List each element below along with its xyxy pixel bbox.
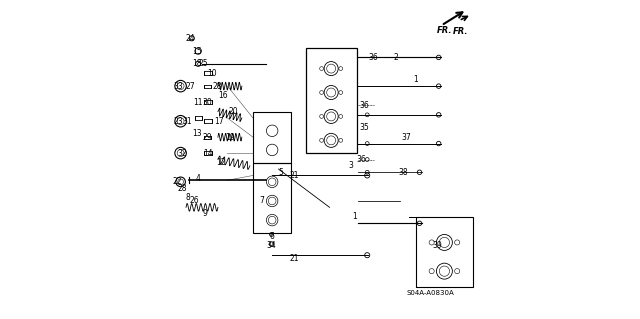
Text: 33: 33 xyxy=(173,82,183,91)
Text: 7: 7 xyxy=(259,197,264,205)
Text: 1: 1 xyxy=(352,212,357,221)
Text: 21: 21 xyxy=(289,254,299,263)
Text: 28: 28 xyxy=(177,184,187,193)
Bar xyxy=(204,151,212,155)
Text: 11: 11 xyxy=(193,98,203,107)
Text: 14: 14 xyxy=(203,149,212,158)
Text: 36: 36 xyxy=(369,53,378,62)
Text: 29: 29 xyxy=(203,133,212,142)
Text: 21: 21 xyxy=(289,171,299,180)
Bar xyxy=(204,71,212,75)
Text: 37: 37 xyxy=(401,133,411,142)
Bar xyxy=(204,85,211,88)
Text: 6: 6 xyxy=(269,232,274,241)
Text: 19: 19 xyxy=(225,133,235,142)
Text: 20: 20 xyxy=(228,107,238,116)
Bar xyxy=(204,136,211,139)
Text: 24: 24 xyxy=(186,34,196,43)
Text: 8: 8 xyxy=(185,193,190,202)
Text: 12: 12 xyxy=(216,158,226,167)
Bar xyxy=(204,119,212,123)
Bar xyxy=(416,217,473,287)
Text: 15: 15 xyxy=(193,47,202,56)
Text: 32: 32 xyxy=(177,149,187,158)
Text: 22: 22 xyxy=(172,177,182,186)
Text: 25: 25 xyxy=(199,59,209,68)
Text: 2: 2 xyxy=(394,53,398,62)
Text: 23: 23 xyxy=(173,117,183,126)
Text: 36: 36 xyxy=(356,155,365,164)
Text: 30: 30 xyxy=(203,98,212,107)
Text: 13: 13 xyxy=(193,130,202,138)
Text: 36: 36 xyxy=(359,101,369,110)
Text: 5: 5 xyxy=(278,168,284,177)
Text: 4: 4 xyxy=(196,174,200,183)
Text: FR.: FR. xyxy=(452,27,468,36)
Bar xyxy=(195,116,202,120)
Text: 27: 27 xyxy=(185,82,195,91)
Text: S04A-A0830A: S04A-A0830A xyxy=(406,291,454,296)
Text: 28: 28 xyxy=(212,82,222,91)
Bar xyxy=(306,48,356,153)
Bar xyxy=(253,112,291,163)
Text: 35: 35 xyxy=(359,123,369,132)
Bar xyxy=(204,100,212,104)
Text: FR.: FR. xyxy=(436,26,452,35)
Text: 18: 18 xyxy=(193,59,202,68)
Text: 34: 34 xyxy=(267,241,276,250)
Text: 38: 38 xyxy=(398,168,408,177)
Text: 3: 3 xyxy=(349,161,354,170)
Bar xyxy=(253,163,291,233)
Text: 31: 31 xyxy=(183,117,193,126)
Text: 10: 10 xyxy=(208,69,218,78)
Text: 16: 16 xyxy=(218,91,227,100)
Text: 17: 17 xyxy=(214,117,225,126)
Text: 9: 9 xyxy=(202,209,207,218)
Text: 1: 1 xyxy=(413,75,418,84)
Text: 39: 39 xyxy=(433,241,442,250)
Text: 26: 26 xyxy=(189,197,199,205)
